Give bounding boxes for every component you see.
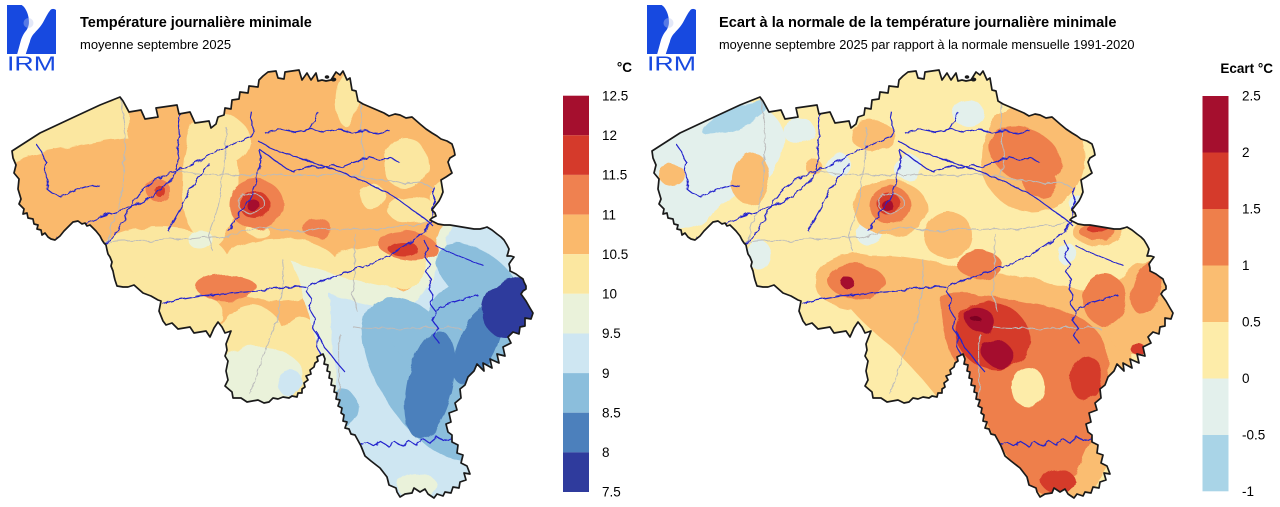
svg-text:0.5: 0.5 [1242,315,1261,330]
svg-text:Température journalière minima: Température journalière minimale [80,15,312,31]
svg-text:8: 8 [602,445,610,460]
svg-text:10: 10 [602,287,617,302]
svg-text:Ecart à la normale de la tempé: Ecart à la normale de la température jou… [719,15,1116,31]
svg-text:7.5: 7.5 [602,485,621,500]
svg-text:moyenne septembre 2025: moyenne septembre 2025 [80,37,231,52]
svg-text:11.5: 11.5 [602,168,627,183]
svg-text:-1: -1 [1242,484,1254,499]
svg-text:8.5: 8.5 [602,405,621,420]
svg-text:°C: °C [617,60,632,75]
svg-text:12: 12 [602,128,617,143]
svg-text:9.5: 9.5 [602,326,621,341]
svg-text:2: 2 [1242,145,1250,160]
svg-text:1: 1 [1242,258,1250,273]
svg-text:2.5: 2.5 [1242,89,1261,104]
svg-text:1.5: 1.5 [1242,202,1261,217]
svg-text:0: 0 [1242,371,1250,386]
svg-text:IRM: IRM [7,54,56,76]
svg-text:9: 9 [602,366,610,381]
svg-text:Ecart °C: Ecart °C [1220,61,1273,76]
svg-text:-0.5: -0.5 [1242,428,1265,443]
svg-text:moyenne septembre 2025 par rap: moyenne septembre 2025 par rapport à la … [719,37,1134,52]
svg-text:10.5: 10.5 [602,247,628,262]
svg-text:11: 11 [602,207,616,222]
svg-text:12.5: 12.5 [602,88,628,103]
